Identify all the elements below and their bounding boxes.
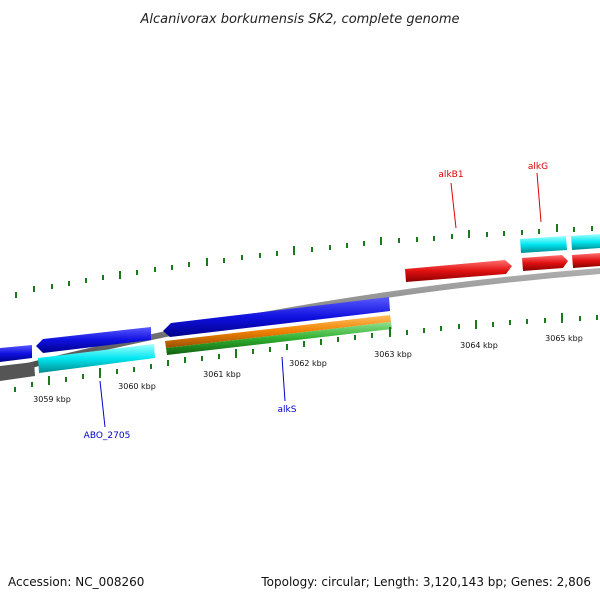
green-feature-bar[interactable] xyxy=(166,322,392,355)
genome-summary-text: Topology: circular; Length: 3,120,143 bp… xyxy=(260,575,591,589)
forward-strand-features xyxy=(405,234,600,282)
map-title: Alcanivorax borkumensis SK2, complete ge… xyxy=(139,12,459,27)
outer-tick-row xyxy=(15,224,593,298)
reverse-strand-features xyxy=(0,297,392,373)
accession-text: Accession: NC_008260 xyxy=(8,575,144,589)
gene-label-alkB1[interactable]: alkB1 xyxy=(438,170,463,180)
leader-line-alkG xyxy=(536,172,542,223)
reverse-cds-arrow-ABO_2705[interactable] xyxy=(36,327,151,353)
gene-label-alkS[interactable]: alkS xyxy=(278,405,297,415)
gene-label-alkG[interactable]: alkG xyxy=(528,162,548,172)
forward-cds-arrow-2[interactable] xyxy=(572,253,600,268)
forward-gene-bar-2[interactable] xyxy=(571,234,600,250)
leader-line-alkB1 xyxy=(450,182,457,229)
orange-feature-bar[interactable] xyxy=(165,315,391,348)
forward-cds-arrow-1[interactable] xyxy=(405,260,512,282)
leader-line-alkS xyxy=(281,356,286,402)
reverse-cds-arrow-1[interactable] xyxy=(0,345,32,362)
leader-line-ABO_2705 xyxy=(99,380,106,428)
tick-label-3063: 3063 kbp xyxy=(374,350,412,359)
tick-label-3065: 3065 kbp xyxy=(545,334,583,343)
scale-labels: 3059 kbp 3060 kbp 3061 kbp 3062 kbp 3063… xyxy=(33,334,583,404)
tick-label-3059: 3059 kbp xyxy=(33,395,71,404)
forward-cds-arrow-alkG[interactable] xyxy=(522,255,568,271)
tick-label-3062: 3062 kbp xyxy=(289,359,327,368)
genome-backbone xyxy=(0,268,600,376)
tick-label-3061: 3061 kbp xyxy=(203,370,241,379)
forward-gene-bar-alkG[interactable] xyxy=(520,236,567,253)
gene-labels: ABO_2705 alkS alkB1 alkG xyxy=(84,162,548,441)
tick-label-3064: 3064 kbp xyxy=(460,341,498,350)
gene-label-ABO_2705[interactable]: ABO_2705 xyxy=(84,431,131,441)
reverse-gene-bar-ABO_2705[interactable] xyxy=(38,344,155,373)
genome-backbone-dark-segment xyxy=(0,362,35,381)
inner-tick-row xyxy=(14,313,598,392)
reverse-cds-arrow-alkS[interactable] xyxy=(163,297,390,337)
tick-label-3060: 3060 kbp xyxy=(118,382,156,391)
